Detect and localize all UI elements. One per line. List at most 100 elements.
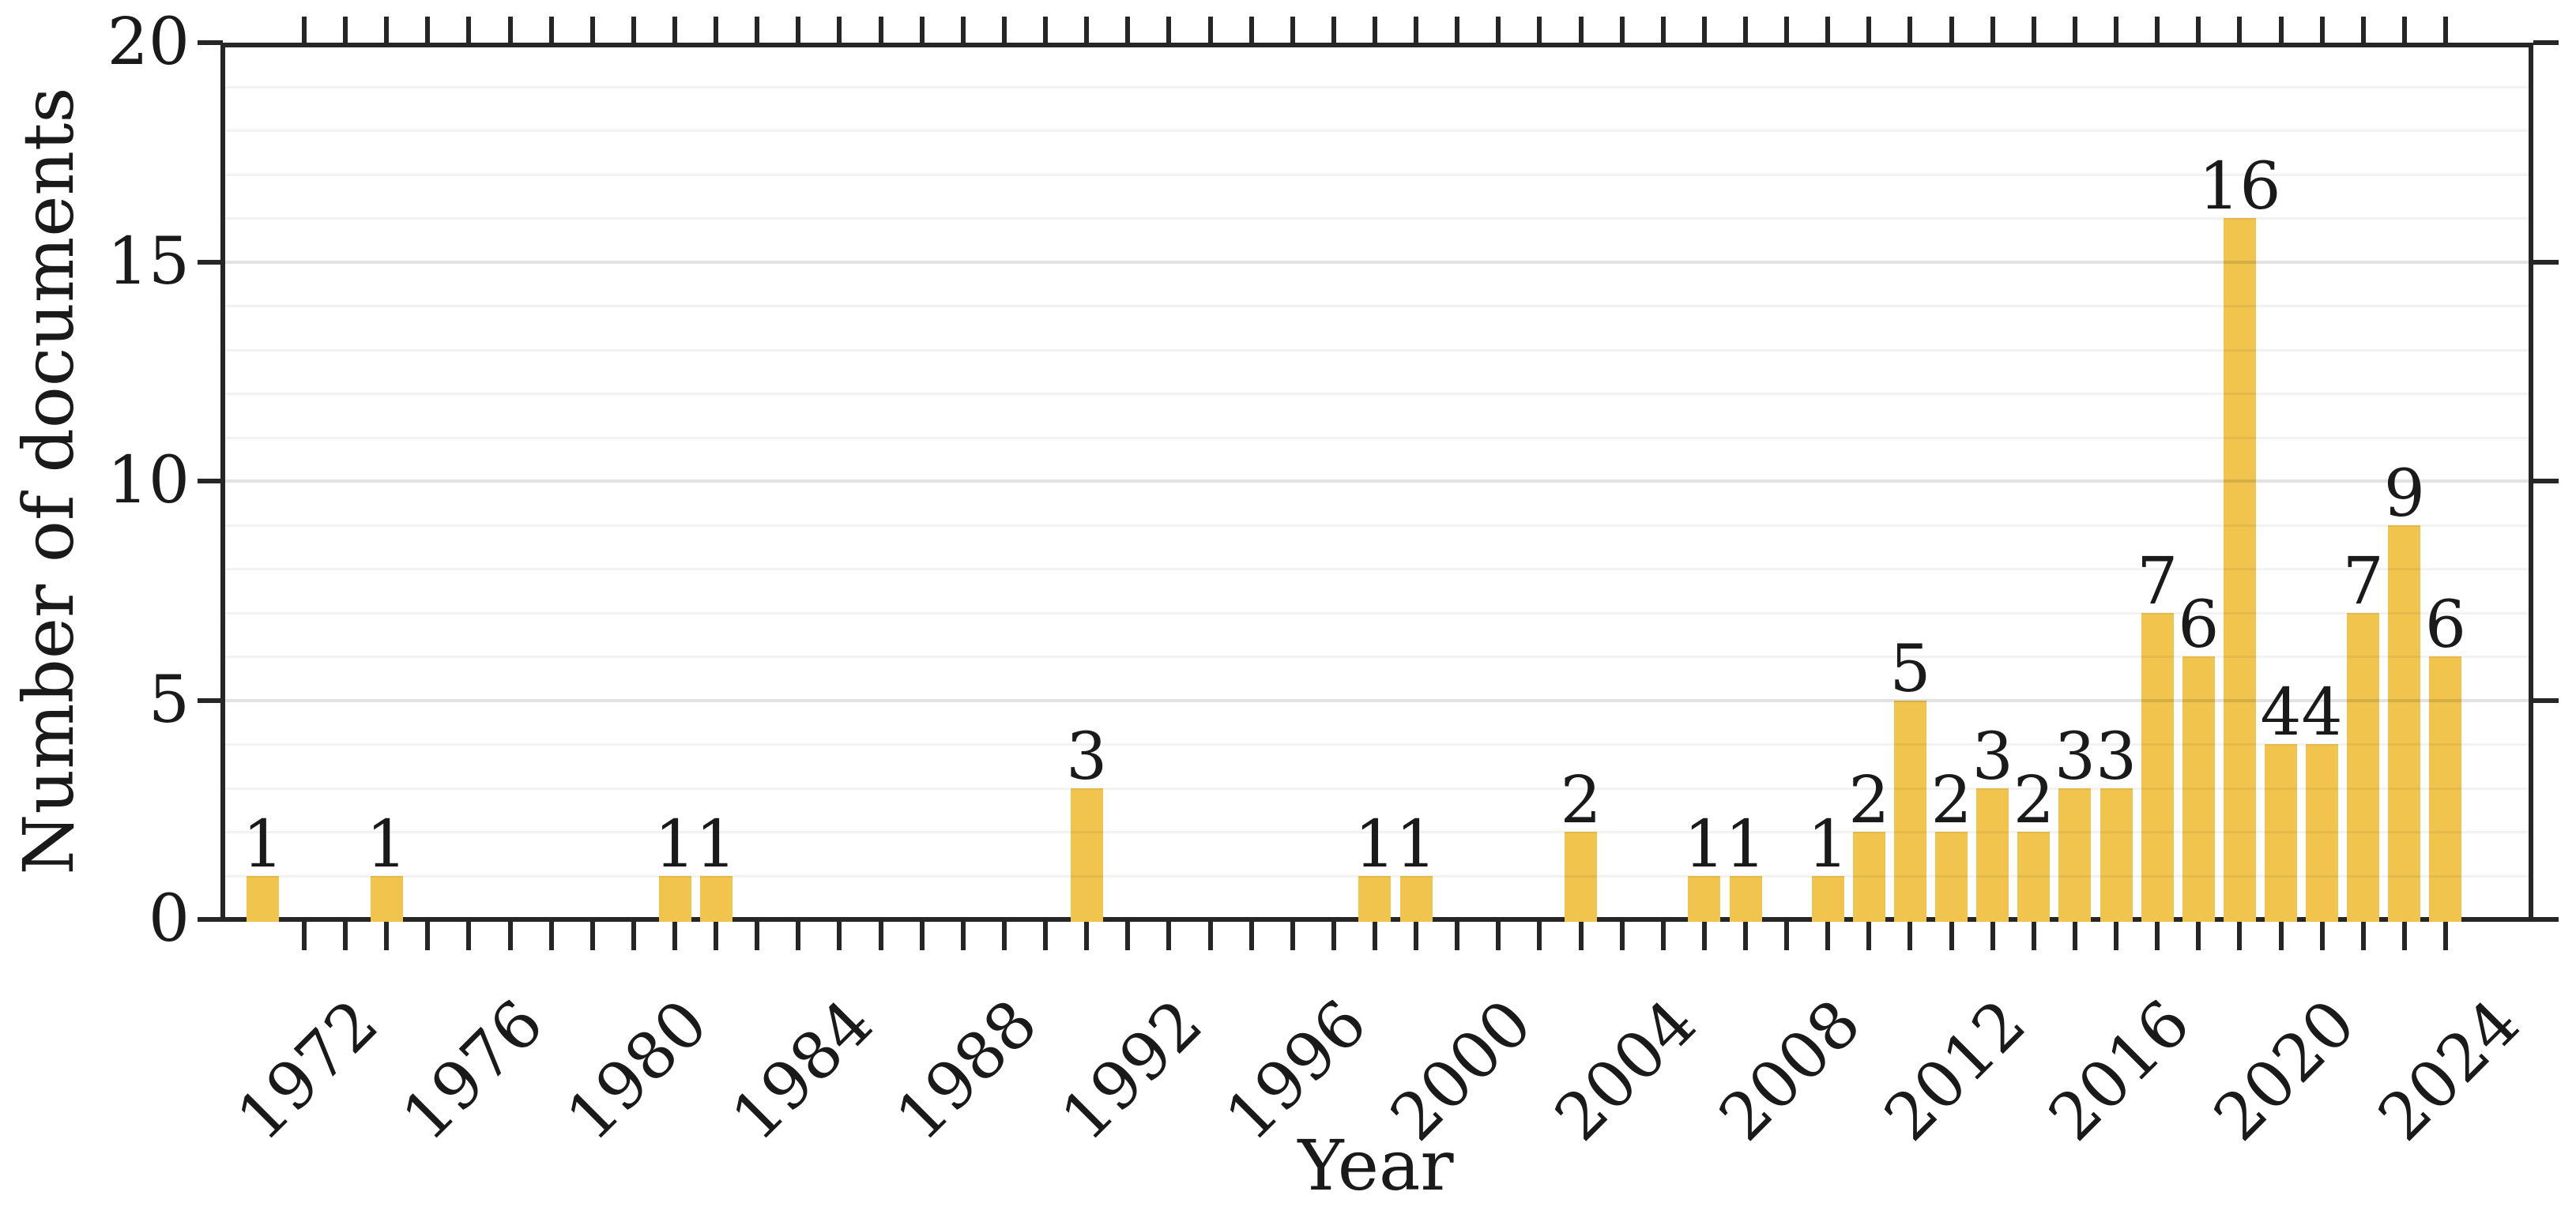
x-tick-top-2004 [1619, 17, 1625, 45]
x-tick-top-1973 [343, 17, 348, 45]
x-tick-top-2014 [2031, 17, 2036, 45]
x-tick-bottom-1972 [302, 922, 307, 950]
y-tick-right-5 [2533, 697, 2559, 703]
x-tick-bottom-1973 [343, 922, 348, 950]
x-tick-top-1988 [960, 17, 966, 45]
x-tick-top-2001 [1496, 17, 1501, 45]
bar-value-label-2012: 2 [1930, 763, 1972, 838]
y-tick-label-15: 15 [107, 224, 190, 299]
x-tick-top-2023 [2401, 17, 2407, 45]
x-tick-label-1976: 1976 [387, 986, 558, 1156]
minor-gridline-y9 [225, 524, 2529, 527]
x-tick-top-2008 [1784, 17, 1790, 45]
x-tick-bottom-1994 [1207, 922, 1213, 950]
x-tick-bottom-2005 [1660, 922, 1666, 950]
x-tick-bottom-2017 [2155, 922, 2160, 950]
minor-gridline-y2 [225, 831, 2529, 833]
bar-value-label-2013: 3 [1972, 719, 2013, 795]
bar-1971 [247, 875, 280, 922]
bar-value-label-2019: 16 [2198, 149, 2281, 224]
x-tick-bottom-1996 [1290, 922, 1295, 950]
bar-value-label-2011: 5 [1889, 631, 1931, 707]
bar-2020 [2265, 744, 2298, 922]
x-tick-top-1985 [837, 17, 842, 45]
y-tick-left-15 [198, 259, 223, 265]
bar-2023 [2388, 524, 2421, 922]
y-tick-left-0 [198, 917, 223, 922]
minor-gridline-y19 [225, 85, 2529, 88]
x-tick-bottom-2012 [1949, 922, 1954, 950]
x-tick-bottom-2014 [2031, 922, 2036, 950]
x-tick-top-2022 [2360, 17, 2366, 45]
minor-gridline-y16 [225, 217, 2529, 220]
bar-value-label-1999: 1 [1395, 806, 1437, 882]
x-tick-bottom-2006 [1701, 922, 1707, 950]
x-tick-top-2009 [1825, 17, 1831, 45]
bar-1982 [699, 875, 733, 922]
x-tick-bottom-1992 [1125, 922, 1131, 950]
bar-2013 [1976, 788, 2009, 922]
y-tick-right-15 [2533, 259, 2559, 265]
bar-1974 [370, 875, 403, 922]
bar-2016 [2100, 788, 2133, 922]
x-tick-top-1982 [714, 17, 719, 45]
bar-1999 [1399, 875, 1433, 922]
bar-value-label-2006: 1 [1683, 806, 1725, 882]
bar-1998 [1358, 875, 1392, 922]
x-tick-bottom-2011 [1908, 922, 1913, 950]
x-tick-bottom-2002 [1537, 922, 1542, 950]
bar-2009 [1811, 875, 1844, 922]
bar-value-label-2023: 9 [2383, 456, 2425, 532]
bar-value-label-2021: 4 [2301, 675, 2343, 750]
x-tick-label-2004: 2004 [1541, 986, 1711, 1156]
y-tick-label-10: 10 [107, 443, 190, 518]
bar-2019 [2223, 218, 2256, 922]
bar-2010 [1852, 832, 1885, 922]
x-tick-top-2021 [2319, 17, 2325, 45]
x-tick-label-2008: 2008 [1705, 986, 1876, 1156]
bar-2021 [2306, 744, 2339, 922]
bar-value-label-1998: 1 [1354, 806, 1396, 882]
minor-gridline-y13 [225, 348, 2529, 351]
x-tick-top-2000 [1455, 17, 1460, 45]
x-tick-top-2003 [1578, 17, 1584, 45]
x-tick-bottom-2023 [2401, 922, 2407, 950]
x-tick-top-2015 [2072, 17, 2077, 45]
x-tick-label-1992: 1992 [1046, 986, 1217, 1156]
right-spine [2529, 43, 2533, 922]
x-tick-bottom-2020 [2278, 922, 2284, 950]
x-tick-bottom-1993 [1166, 922, 1172, 950]
bar-2017 [2141, 612, 2174, 922]
x-tick-label-2012: 2012 [1870, 986, 2040, 1156]
x-tick-bottom-2004 [1619, 922, 1625, 950]
minor-gridline-y17 [225, 173, 2529, 176]
minor-gridline-y8 [225, 568, 2529, 570]
x-tick-top-1995 [1248, 17, 1254, 45]
y-axis-title: Number of documents [8, 87, 89, 875]
bar-value-label-2022: 7 [2342, 543, 2384, 619]
bar-value-label-2016: 3 [2095, 719, 2137, 795]
bar-1991 [1070, 788, 1103, 922]
bar-value-label-2015: 3 [2054, 719, 2096, 795]
x-tick-label-2024: 2024 [2364, 986, 2535, 1156]
x-tick-bottom-1991 [1084, 922, 1090, 950]
y-tick-left-10 [198, 479, 223, 483]
bar-value-label-1971: 1 [242, 806, 284, 882]
major-gridline-y5 [225, 698, 2529, 702]
bar-2012 [1935, 832, 1968, 922]
minor-gridline-y3 [225, 787, 2529, 790]
x-tick-top-2002 [1537, 17, 1542, 45]
x-tick-bottom-1980 [631, 922, 636, 950]
x-tick-top-1993 [1166, 17, 1172, 45]
x-tick-label-1972: 1972 [223, 986, 394, 1156]
x-tick-top-1986 [878, 17, 883, 45]
y-tick-label-5: 5 [148, 662, 190, 738]
x-tick-top-2006 [1701, 17, 1707, 45]
x-tick-top-1978 [548, 17, 554, 45]
x-tick-bottom-2000 [1455, 922, 1460, 950]
minor-gridline-y12 [225, 393, 2529, 395]
x-tick-bottom-2008 [1784, 922, 1790, 950]
major-gridline-y15 [225, 260, 2529, 264]
x-tick-top-1981 [672, 17, 678, 45]
x-tick-top-1990 [1043, 17, 1049, 45]
